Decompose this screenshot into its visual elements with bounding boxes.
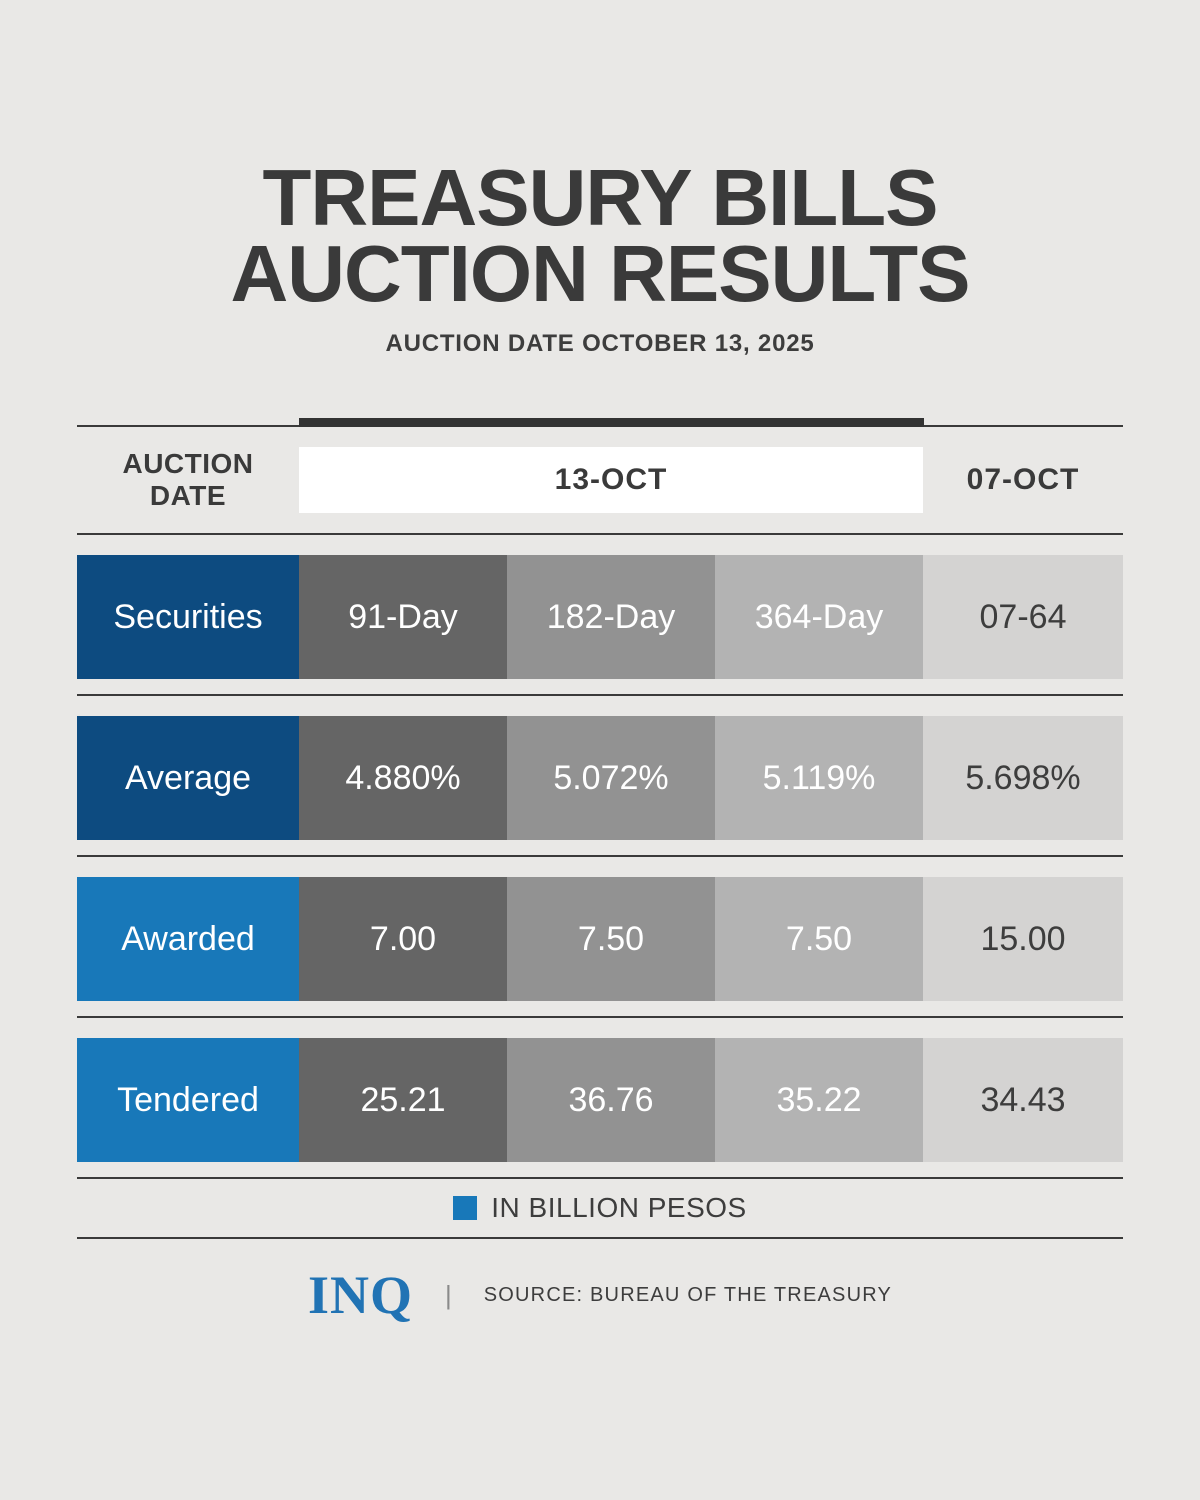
page-title-line2: AUCTION RESULTS: [230, 229, 970, 318]
divider: [77, 1177, 1123, 1179]
tendered-91day-cell: 25.21: [299, 1038, 507, 1162]
auction-results-table: AUCTION DATE 13-OCT 07-OCT Securities 91…: [77, 418, 1123, 1239]
row-label-awarded: Awarded: [77, 877, 299, 1001]
legend-square-icon: [453, 1196, 478, 1220]
divider-bottom: [77, 1237, 1123, 1239]
row-label-securities: Securities: [77, 555, 299, 679]
table-row-tendered: Tendered 25.21 36.76 35.22 34.43: [77, 1038, 1123, 1162]
divider: [77, 694, 1123, 696]
current-date-accent-bar: [299, 418, 924, 427]
page-title: TREASURY BILLS AUCTION RESULTS: [0, 158, 1200, 314]
divider: [77, 1016, 1123, 1018]
awarded-364day-cell: 7.50: [715, 877, 923, 1001]
table-row-securities: Securities 91-Day 182-Day 364-Day 07-64: [77, 555, 1123, 679]
average-prev-cell: 5.698%: [923, 716, 1123, 840]
tendered-364day-cell: 35.22: [715, 1038, 923, 1162]
awarded-182day-cell: 7.50: [507, 877, 715, 1001]
current-auction-date-chip: 13-OCT: [299, 447, 923, 513]
previous-auction-date-label: 07-OCT: [966, 463, 1080, 496]
securities-182day-cell: 182-Day: [507, 555, 715, 679]
auction-date-header-line2: DATE: [149, 480, 227, 511]
divider: [77, 855, 1123, 857]
average-182day-cell: 5.072%: [507, 716, 715, 840]
table-row-awarded: Awarded 7.00 7.50 7.50 15.00: [77, 877, 1123, 1001]
securities-91day-cell: 91-Day: [299, 555, 507, 679]
divider: [77, 533, 1123, 535]
page-subtitle: AUCTION DATE OCTOBER 13, 2025: [385, 330, 815, 357]
inq-logo: INQ: [307, 1265, 413, 1325]
title-block: TREASURY BILLS AUCTION RESULTS AUCTION D…: [0, 158, 1200, 358]
average-91day-cell: 4.880%: [299, 716, 507, 840]
row-label-average: Average: [77, 716, 299, 840]
legend: IN BILLION PESOS: [77, 1179, 1123, 1237]
legend-label: IN BILLION PESOS: [491, 1192, 747, 1223]
awarded-91day-cell: 7.00: [299, 877, 507, 1001]
page-title-line1: TREASURY BILLS: [262, 153, 939, 242]
securities-prev-cell: 07-64: [923, 555, 1123, 679]
table-header-row: AUCTION DATE 13-OCT 07-OCT: [77, 427, 1123, 533]
tendered-182day-cell: 36.76: [507, 1038, 715, 1162]
awarded-prev-cell: 15.00: [923, 877, 1123, 1001]
auction-date-header-line1: AUCTION: [122, 447, 254, 479]
tendered-prev-cell: 34.43: [923, 1038, 1123, 1162]
securities-364day-cell: 364-Day: [715, 555, 923, 679]
row-label-tendered: Tendered: [77, 1038, 299, 1162]
footer-separator: |: [444, 1279, 452, 1310]
average-364day-cell: 5.119%: [715, 716, 923, 840]
table-row-average: Average 4.880% 5.072% 5.119% 5.698%: [77, 716, 1123, 840]
source-credit: SOURCE: BUREAU OF THE TREASURY: [483, 1283, 893, 1306]
auction-date-header: AUCTION DATE: [77, 448, 299, 512]
divider-top: [77, 418, 1123, 427]
footer: INQ | SOURCE: BUREAU OF THE TREASURY: [0, 1268, 1200, 1322]
